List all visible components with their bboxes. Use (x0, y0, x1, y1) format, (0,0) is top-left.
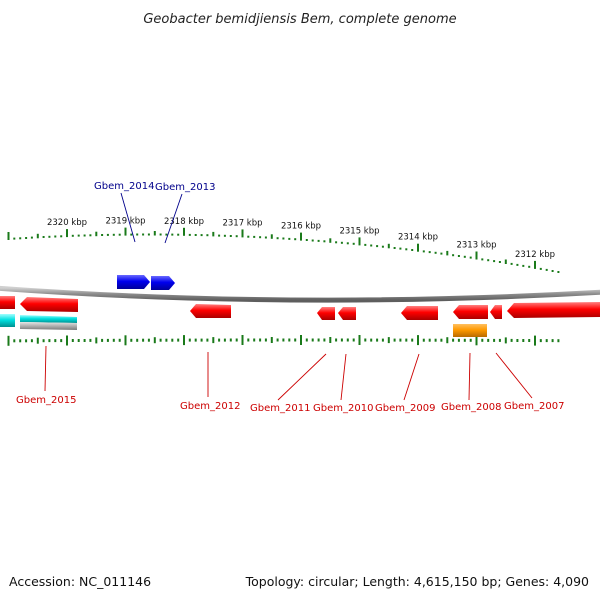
scale-tick-label: 2320 kbp (47, 218, 87, 228)
scale-tick-label: 2313 kbp (456, 241, 496, 251)
gene-label-Gbem_2012[interactable]: Gbem_2012 (180, 401, 240, 412)
leader-Gbem_2010 (340, 353, 347, 401)
gene-label-Gbem_2010[interactable]: Gbem_2010 (313, 403, 373, 414)
gene-Gbem_2011[interactable] (317, 307, 335, 320)
gene-Gbem_2007[interactable] (507, 302, 600, 318)
inner-ticks (7, 335, 560, 346)
gene-label-Gbem_2013[interactable]: Gbem_2013 (155, 182, 215, 193)
scale-labels: 2320 kbp 2319 kbp 2318 kbp 2317 kbp 2316 kbp… (47, 217, 555, 260)
gene-Gbem_2013[interactable] (151, 276, 175, 290)
leader-lines (44, 192, 533, 401)
scale-tick-label: 2317 kbp (222, 218, 262, 228)
genome-summary-text: Topology: circular; Length: 4,615,150 bp… (245, 574, 589, 589)
gene-label-Gbem_2014[interactable]: Gbem_2014 (94, 181, 154, 192)
gene-Gbem_2008[interactable] (453, 305, 488, 319)
feature-gray[interactable] (20, 322, 77, 330)
scale-tick-label: 2314 kbp (398, 233, 438, 243)
scale-ticks (7, 227, 560, 273)
gene-Gbem_2014[interactable] (117, 275, 150, 289)
leader-Gbem_2008 (468, 352, 471, 401)
scale-tick-label: 2315 kbp (339, 226, 379, 236)
genome-backbone (0, 285, 600, 303)
gene-small-red[interactable] (490, 305, 502, 319)
accession-text: Accession: NC_011146 (9, 574, 151, 589)
gene-Gbem_2012[interactable] (190, 304, 231, 318)
scale-tick-label: 2318 kbp (164, 217, 204, 227)
gene-left-edge-red[interactable] (0, 296, 15, 309)
scale-tick-label: 2316 kbp (281, 222, 321, 232)
gene-label-Gbem_2009[interactable]: Gbem_2009 (375, 403, 435, 414)
gene-label-Gbem_2011[interactable]: Gbem_2011 (250, 403, 310, 414)
gene-label-Gbem_2008[interactable]: Gbem_2008 (441, 402, 501, 413)
gene-label-Gbem_2007[interactable]: Gbem_2007 (504, 401, 564, 412)
feature-cyan-left[interactable] (0, 314, 15, 327)
feature-cyan[interactable] (20, 315, 77, 323)
scale-tick-label: 2319 kbp (105, 217, 145, 227)
scale-tick-label: 2312 kbp (515, 250, 555, 260)
leader-Gbem_2015 (44, 345, 47, 392)
leader-Gbem_2013 (164, 193, 183, 244)
feature-orange[interactable] (453, 324, 487, 337)
gene-label-Gbem_2015[interactable]: Gbem_2015 (16, 395, 76, 406)
leader-Gbem_2011 (277, 353, 327, 401)
gene-Gbem_2015[interactable] (20, 297, 78, 312)
leader-Gbem_2009 (403, 353, 420, 401)
gene-Gbem_2009[interactable] (401, 306, 438, 320)
gene-Gbem_2010[interactable] (338, 307, 356, 320)
map-title: Geobacter bemidjiensis Bem, complete gen… (143, 12, 456, 27)
leader-Gbem_2007 (495, 352, 533, 399)
leader-Gbem_2014 (120, 192, 136, 243)
